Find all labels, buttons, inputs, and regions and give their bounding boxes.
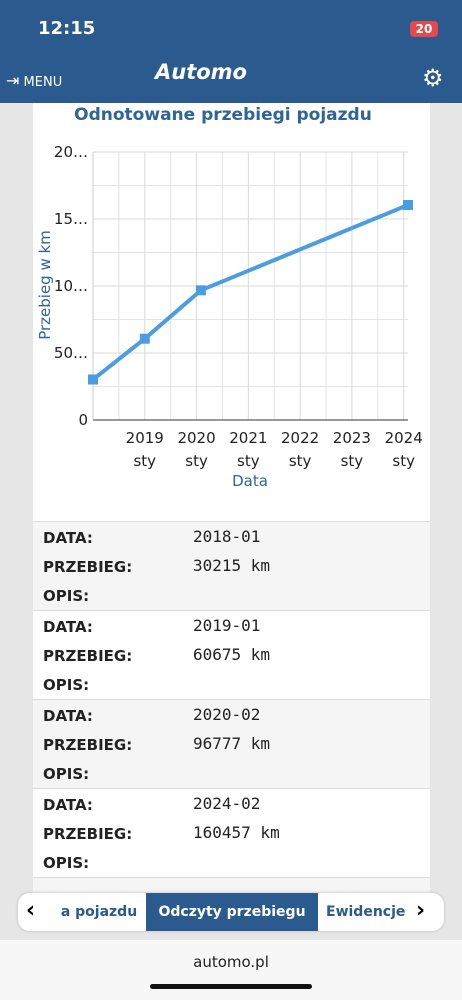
- y-tick-label: 10…: [54, 277, 88, 295]
- field-label: PRZEBIEG:: [43, 647, 133, 665]
- settings-icon[interactable]: ⚙: [422, 64, 444, 92]
- y-axis-label: Przebieg w km: [36, 230, 54, 340]
- x-tick-label: 2023 sty: [333, 429, 371, 470]
- browser-bar: automo.pl: [0, 940, 462, 1000]
- tab[interactable]: Ewidencje: [326, 904, 406, 920]
- tab-bar: ‹ a pojazdu Odczyty przebiegu Ewidencje …: [18, 893, 444, 931]
- field-label: OPIS:: [43, 765, 90, 783]
- field-label: DATA:: [43, 707, 93, 725]
- y-tick-label: 15…: [54, 210, 88, 228]
- field-label: OPIS:: [43, 854, 90, 872]
- field-label: PRZEBIEG:: [43, 736, 133, 754]
- series-line: [91, 203, 409, 382]
- clock: 12:15: [38, 18, 96, 39]
- field-label: DATA:: [43, 796, 93, 814]
- field-label: OPIS:: [43, 587, 90, 605]
- tab[interactable]: a pojazdu: [60, 904, 138, 920]
- menu-label: MENU: [23, 75, 63, 90]
- brand[interactable]: Automo: [155, 60, 247, 84]
- point: [195, 285, 206, 296]
- x-tick-label: 2020 sty: [177, 429, 215, 470]
- menu-button[interactable]: ⇥ MENU: [6, 71, 63, 90]
- y-tick-label: 0: [78, 411, 88, 429]
- point: [139, 333, 150, 344]
- x-tick-label: 2024 sty: [385, 429, 423, 470]
- field-value: 2019-01: [193, 616, 261, 635]
- record: [33, 877, 430, 894]
- field-value: 2018-01: [193, 527, 261, 546]
- app-header: 12:15 20 ⇥ MENU Automo ⚙: [0, 0, 462, 103]
- field-label: PRZEBIEG:: [43, 825, 133, 843]
- record: DATA: PRZEBIEG: OPIS: 2020-02 96777 km: [33, 699, 430, 789]
- record: DATA: PRZEBIEG: OPIS: 2024-02 160457 km: [33, 788, 430, 878]
- field-label: OPIS:: [43, 676, 90, 694]
- record: DATA: PRZEBIEG: OPIS: 2018-01 30215 km: [33, 521, 430, 611]
- point: [403, 199, 413, 210]
- x-tick-label: 2022 sty: [281, 429, 319, 470]
- chart: Odnotowane przebiegi pojazdu Przebieg w …: [36, 105, 423, 490]
- field-value: 96777 km: [193, 734, 271, 753]
- url: automo.pl: [193, 953, 269, 971]
- y-tick-label: 20…: [54, 143, 88, 161]
- record: DATA: PRZEBIEG: OPIS: 2019-01 60675 km: [33, 610, 430, 700]
- x-tick-label: 2021 sty: [229, 429, 267, 470]
- home-indicator: [150, 984, 312, 989]
- next-arrow[interactable]: ›: [416, 898, 426, 923]
- y-tick-label: 50…: [54, 344, 88, 362]
- x-tick-label: 2019 sty: [126, 429, 164, 470]
- battery: 20: [410, 21, 438, 37]
- field-value: 60675 km: [193, 645, 271, 664]
- tab-active[interactable]: Odczyty przebiegu: [146, 893, 318, 931]
- field-value: 30215 km: [193, 556, 271, 575]
- field-value: 2024-02: [193, 794, 261, 813]
- prev-arrow[interactable]: ‹: [26, 898, 36, 923]
- field-label: DATA:: [43, 529, 93, 547]
- field-value: 160457 km: [193, 823, 280, 842]
- chart-title: Odnotowane przebiegi pojazdu: [74, 105, 372, 125]
- field-value: 2020-02: [193, 705, 261, 724]
- field-label: PRZEBIEG:: [43, 558, 133, 576]
- x-axis-label: Data: [232, 472, 268, 490]
- field-label: DATA:: [43, 618, 93, 636]
- point: [88, 374, 98, 385]
